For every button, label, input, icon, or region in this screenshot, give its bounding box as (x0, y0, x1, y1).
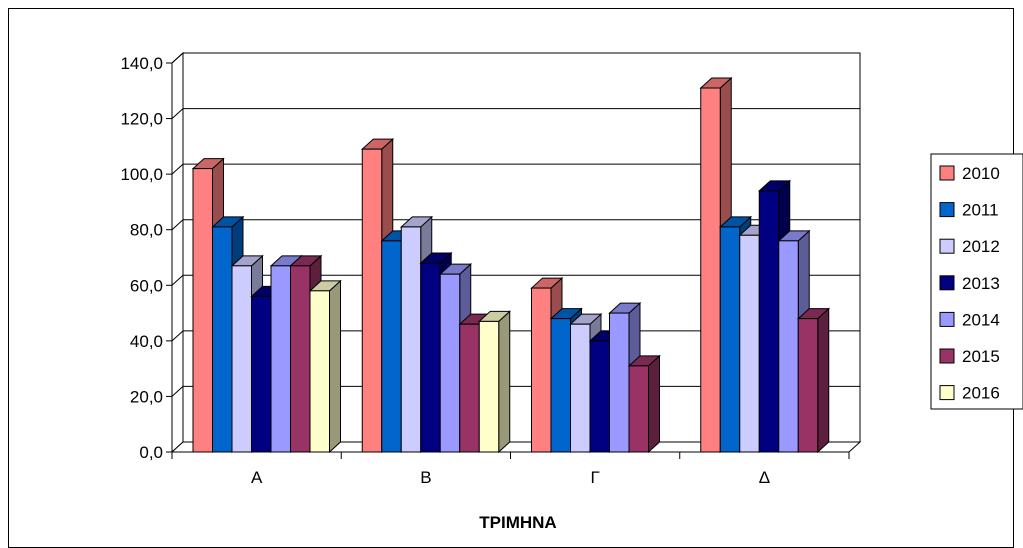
y-tick-label: 60,0 (130, 276, 163, 295)
bar-2015-Δ (796, 307, 831, 454)
y-tick-label: 40,0 (130, 332, 163, 351)
y-tick-label: 20,0 (130, 387, 163, 406)
legend-item-2011: 2011 (939, 201, 999, 220)
legend-item-2014: 2014 (939, 310, 1000, 329)
x-axis: Α Β Γ Δ (171, 451, 850, 487)
chart-walls (170, 51, 862, 454)
legend-label: 2011 (962, 201, 999, 220)
legend-label: 2012 (962, 237, 1000, 256)
legend-label: 2010 (962, 164, 1000, 183)
legend-swatch (939, 311, 955, 327)
y-tick-label: 120,0 (120, 110, 163, 129)
legend-label: 2014 (962, 310, 1000, 329)
bar-2016-Α (308, 279, 342, 454)
legend-swatch (939, 202, 955, 218)
legend-swatch (939, 275, 955, 291)
gridline-side (171, 52, 184, 64)
y-tick-label: 140,0 (120, 54, 163, 73)
legend: 2010 2011 2012 2013 2014 2015 2016 (930, 153, 1023, 410)
legend-item-2013: 2013 (939, 274, 1000, 293)
legend-item-2010: 2010 (939, 164, 1000, 183)
legend-swatch (939, 165, 955, 181)
legend-swatch (939, 385, 955, 401)
bar-2014-Δ (777, 229, 811, 454)
gridline-side (171, 108, 184, 119)
side-wall (171, 51, 184, 454)
gridline-side (171, 386, 184, 397)
legend-item-2016: 2016 (939, 384, 1000, 403)
y-tick-label: 80,0 (130, 221, 163, 240)
gridline-side (171, 219, 184, 231)
gridline-side (171, 163, 184, 175)
legend-swatch (939, 238, 955, 254)
gridline-side (171, 330, 184, 342)
x-axis-title: ΤΡΙΜΗΝΑ (479, 513, 556, 532)
x-tick-label: Α (251, 468, 263, 487)
legend-label: 2016 (962, 384, 1000, 403)
y-tick-label: 100,0 (120, 165, 163, 184)
x-tick-label: Δ (759, 468, 770, 487)
bar-2015-Γ (627, 354, 661, 454)
legend-item-2015: 2015 (939, 347, 1000, 366)
x-tick-label: Β (420, 468, 431, 487)
gridline-side (171, 274, 184, 286)
legend-label: 2013 (962, 274, 1000, 293)
legend-item-2012: 2012 (939, 237, 1000, 256)
y-axis: 0,0 20,0 40,0 60,0 80,0 100,0 120,0 140,0 (120, 54, 173, 462)
bars (191, 76, 831, 454)
legend-swatch (939, 348, 955, 364)
bar-2016-Β (477, 310, 512, 454)
y-tick-label: 0,0 (139, 443, 163, 462)
legend-label: 2015 (962, 347, 1000, 366)
x-tick-label: Γ (590, 468, 599, 487)
